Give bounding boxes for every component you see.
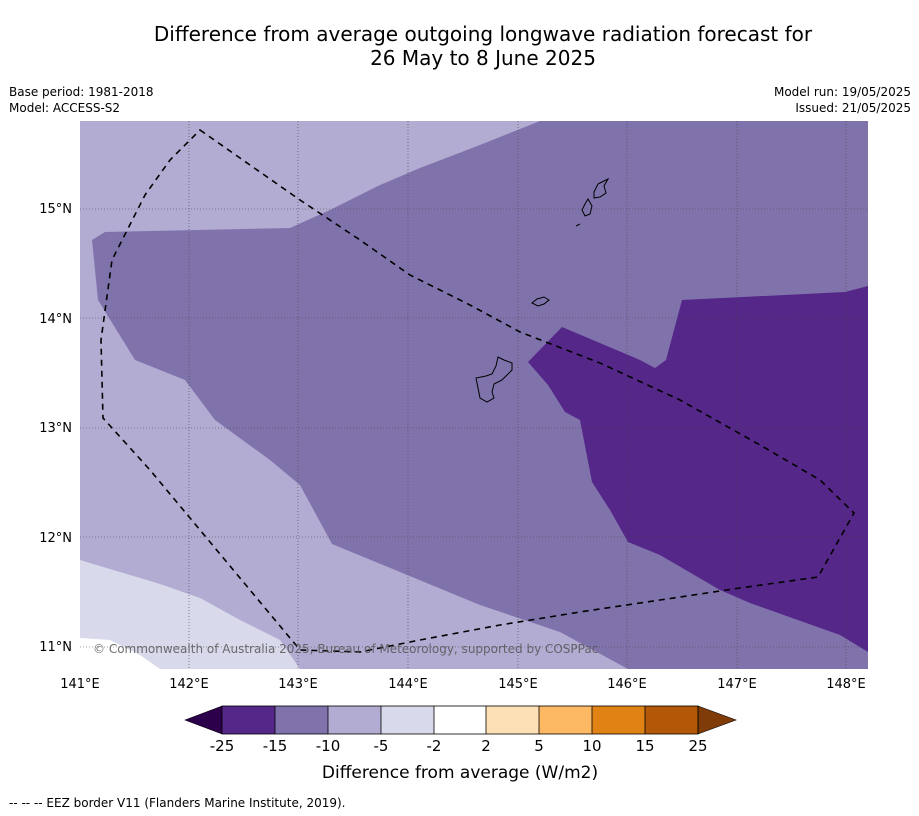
lat-tick-labels: 15°N 14°N 13°N 12°N 11°N xyxy=(39,202,72,655)
model-name: Model: ACCESS-S2 xyxy=(9,101,121,115)
band-minus2-plus2 xyxy=(80,638,160,669)
colorbar-bin xyxy=(486,706,539,734)
base-period: Base period: 1981-2018 xyxy=(9,85,154,99)
colorbar-label: -25 xyxy=(210,737,235,755)
colorbar-label: -10 xyxy=(316,737,341,755)
tinian-island xyxy=(581,198,593,217)
colorbar-label: 5 xyxy=(534,737,544,755)
lon-tick: 141°E xyxy=(60,677,100,692)
map-figure: © Commonwealth of Australia 2025, Bureau… xyxy=(39,121,868,783)
rota-island xyxy=(531,296,550,307)
guam-island xyxy=(475,356,513,403)
title-line-2: 26 May to 8 June 2025 xyxy=(370,46,596,70)
colorbar-bin xyxy=(381,706,434,734)
lat-tick: 12°N xyxy=(39,531,72,546)
copyright-note: © Commonwealth of Australia 2025, Bureau… xyxy=(93,642,598,656)
colorbar-bin xyxy=(645,706,698,734)
colorbar: -25 -15 -10 -5 -2 2 5 10 15 25 Differenc… xyxy=(184,705,737,783)
lat-tick: 14°N xyxy=(39,312,72,327)
colorbar-label: 2 xyxy=(481,737,491,755)
issued-date: Issued: 21/05/2025 xyxy=(795,101,911,115)
colorbar-bin xyxy=(328,706,381,734)
colorbar-title: Difference from average (W/m2) xyxy=(322,763,598,783)
colorbar-label: -5 xyxy=(374,737,389,755)
lon-tick: 145°E xyxy=(498,677,538,692)
lon-tick: 143°E xyxy=(278,677,318,692)
model-run: Model run: 19/05/2025 xyxy=(773,85,911,99)
colorbar-extend-low xyxy=(184,705,223,735)
colorbar-label: 10 xyxy=(582,737,601,755)
eez-legend-note: -- -- -- EEZ border V11 (Flanders Marine… xyxy=(9,796,346,810)
colorbar-label: 25 xyxy=(688,737,707,755)
chart-title: Difference from average outgoing longwav… xyxy=(0,22,919,70)
colorbar-label: 15 xyxy=(635,737,654,755)
meta-right: Model run: 19/05/2025 Issued: 21/05/2025 xyxy=(774,84,911,116)
colorbar-bin xyxy=(592,706,645,734)
colorbar-label: -15 xyxy=(263,737,288,755)
meta-left: Base period: 1981-2018 Model: ACCESS-S2 xyxy=(9,84,154,116)
aguijan-islet xyxy=(575,223,581,227)
eez-border xyxy=(100,128,855,653)
anomaly-field xyxy=(80,121,868,669)
lon-tick: 148°E xyxy=(826,677,866,692)
colorbar-bin xyxy=(434,706,486,734)
colorbar-extend-high xyxy=(697,705,737,735)
lat-tick: 15°N xyxy=(39,202,72,217)
colorbar-bin xyxy=(275,706,328,734)
band-minus5-minus2 xyxy=(80,560,300,669)
colorbar-frame xyxy=(221,705,699,735)
title-line-1: Difference from average outgoing longwav… xyxy=(153,22,813,46)
gridlines xyxy=(80,121,868,669)
lon-tick: 142°E xyxy=(169,677,209,692)
islands xyxy=(475,177,610,403)
lon-tick: 144°E xyxy=(388,677,428,692)
colorbar-label: -2 xyxy=(427,737,442,755)
colorbar-bin xyxy=(222,706,275,734)
lon-tick-labels: 141°E 142°E 143°E 144°E 145°E 146°E 147°… xyxy=(60,677,866,692)
lon-tick: 147°E xyxy=(717,677,757,692)
saipan-island xyxy=(593,177,610,199)
band-minus25-minus15 xyxy=(528,286,868,652)
lat-tick: 11°N xyxy=(39,640,72,655)
colorbar-bin xyxy=(539,706,592,734)
lat-tick: 13°N xyxy=(39,421,72,436)
lon-tick: 146°E xyxy=(607,677,647,692)
